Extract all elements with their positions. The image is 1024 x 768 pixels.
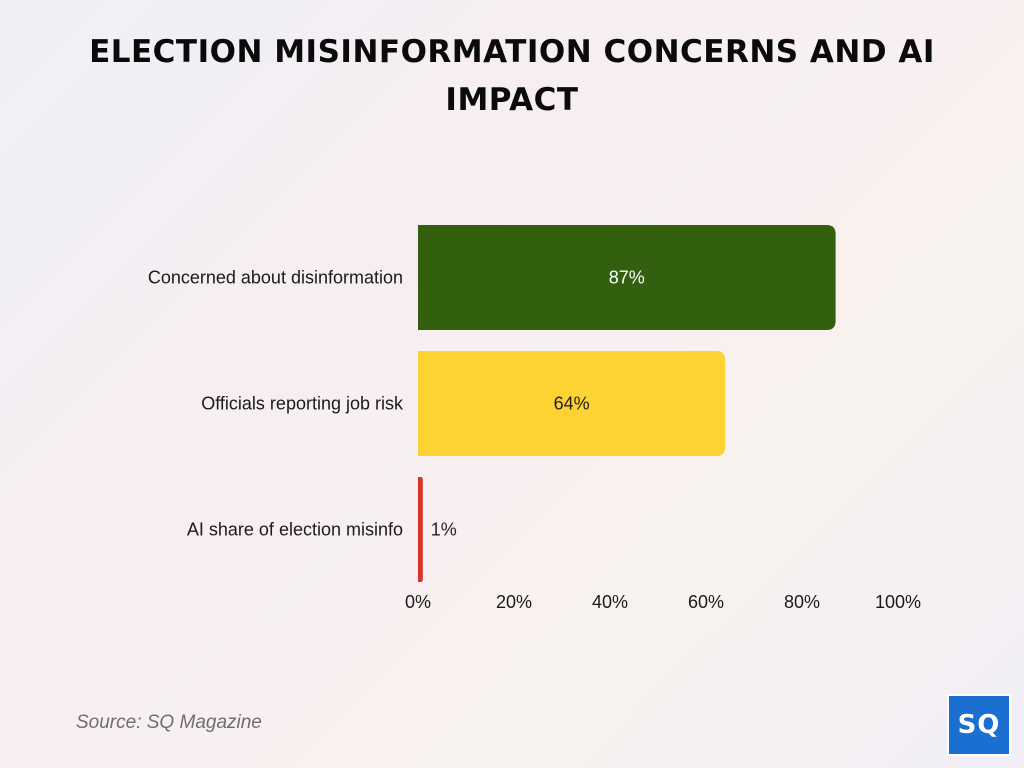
category-label: Officials reporting job risk: [201, 394, 404, 414]
sq-logo: SQ: [947, 694, 1011, 756]
value-label: 64%: [554, 394, 590, 414]
x-tick-label: 80%: [784, 592, 820, 612]
x-tick-label: 0%: [405, 592, 431, 612]
category-label: Concerned about disinformation: [148, 268, 403, 288]
category-label: AI share of election misinfo: [187, 520, 403, 540]
value-label: 1%: [431, 520, 457, 540]
x-tick-label: 100%: [875, 592, 921, 612]
x-tick-label: 20%: [496, 592, 532, 612]
source-caption: Source: SQ Magazine: [76, 712, 262, 733]
bar: [418, 351, 726, 456]
x-tick-label: 60%: [688, 592, 724, 612]
chart-title: ELECTION MISINFORMATION CONCERNS AND AI …: [89, 34, 935, 118]
bar: [418, 477, 423, 582]
x-tick-label: 40%: [592, 592, 628, 612]
value-label: 87%: [609, 268, 645, 288]
logo-text: SQ: [957, 710, 1001, 740]
bar: [418, 225, 836, 330]
